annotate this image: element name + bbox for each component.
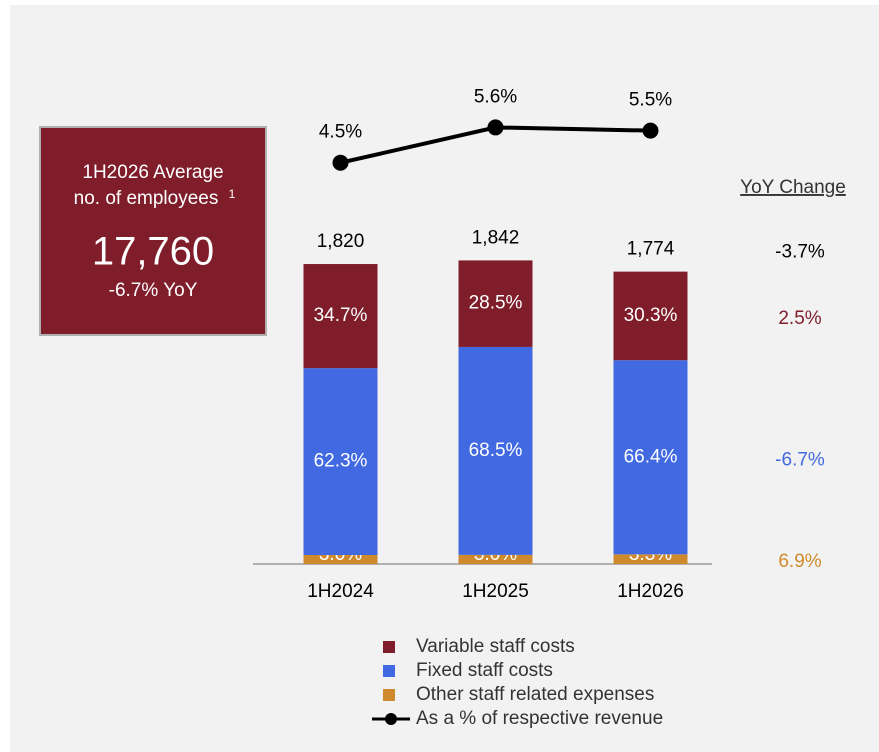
x-tick-label: 1H2026	[617, 581, 684, 602]
segment-label: 30.3%	[624, 305, 678, 326]
footnote: 1	[229, 187, 236, 201]
bar-segment	[458, 346, 533, 555]
segment-label: 28.5%	[469, 293, 523, 314]
legend-label: Other staff related expenses	[416, 684, 654, 705]
legend-swatch	[383, 641, 395, 653]
segment-label: 34.7%	[314, 305, 368, 326]
bar-segment	[613, 554, 688, 564]
segment-label: 68.5%	[469, 440, 523, 461]
legend-label: Fixed staff costs	[416, 660, 553, 681]
yoy-label: -3.7%	[775, 242, 825, 263]
line-label: 5.5%	[629, 90, 672, 111]
legend-swatch	[383, 665, 395, 677]
info-line1: 1H2026 Average	[82, 162, 223, 183]
bar-segment	[303, 264, 378, 369]
bar-segment	[613, 360, 688, 555]
segment-label: 66.4%	[624, 446, 678, 467]
bar-segment	[303, 368, 378, 556]
total-label: 1,820	[317, 231, 365, 252]
x-tick-label: 1H2024	[307, 581, 374, 602]
bar-segment	[458, 554, 533, 564]
info-change: -6.7% YoY	[109, 280, 198, 301]
total-label: 1,842	[472, 227, 520, 248]
info-box	[39, 126, 267, 336]
line-label: 5.6%	[474, 86, 517, 107]
line-point	[332, 154, 349, 171]
legend-swatch	[383, 689, 395, 701]
line-label: 4.5%	[319, 122, 362, 143]
segment-label: 62.3%	[314, 451, 368, 472]
legend-label: As a % of respective revenue	[416, 708, 663, 729]
yoy-label: 6.9%	[778, 551, 821, 572]
line-point	[642, 122, 659, 139]
bar-segment	[613, 271, 688, 361]
total-label: 1,774	[627, 239, 675, 260]
yoy-label: -6.7%	[775, 449, 825, 470]
bar-segment	[458, 260, 533, 347]
line-point	[487, 119, 504, 136]
yoy-title: YoY Change	[740, 177, 846, 198]
legend-label: Variable staff costs	[416, 636, 575, 657]
info-line2: no. of employees	[74, 188, 219, 209]
bar-segment	[303, 555, 378, 564]
legend-dot	[385, 713, 397, 725]
yoy-label: 2.5%	[778, 308, 821, 329]
info-value: 17,760	[92, 230, 214, 274]
x-tick-label: 1H2025	[462, 581, 529, 602]
